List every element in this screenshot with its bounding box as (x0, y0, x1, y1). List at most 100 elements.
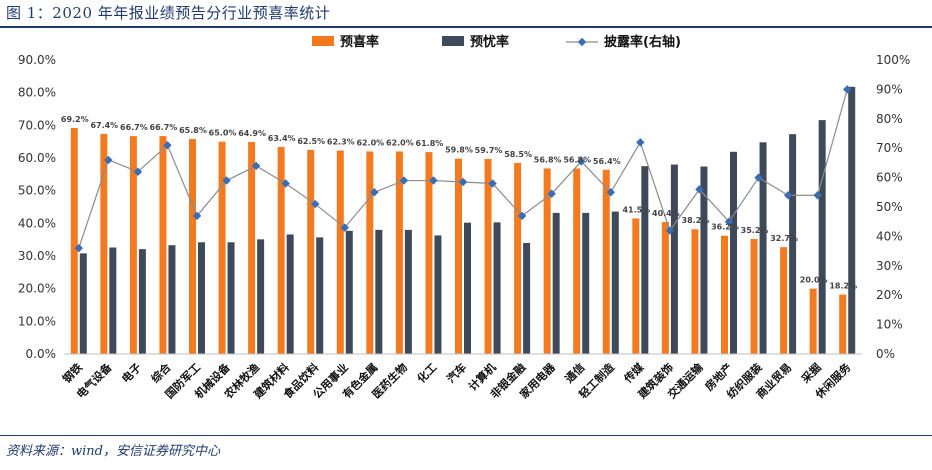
bar-optimistic (543, 168, 551, 354)
bar-optimistic (425, 152, 433, 354)
bar-optimistic (218, 141, 226, 354)
data-label: 18.2% (829, 282, 857, 291)
bar-optimistic (159, 136, 167, 354)
chart: 预喜率 预忧率 披露率(右轴) 0.0% 10.0% 20.0% 30.0% 40.0% 50… (18, 34, 910, 402)
data-label: 35.2% (741, 226, 769, 235)
data-label: 62.0% (386, 138, 414, 147)
bar-pessimistic (700, 166, 708, 354)
bar-pessimistic (227, 242, 235, 354)
x-tick-label: 汽车 (444, 360, 469, 385)
disclosure-point (251, 161, 261, 171)
data-label: 66.7% (150, 123, 178, 132)
x-tick-label: 电子 (119, 360, 144, 385)
bar-pessimistic (611, 211, 619, 354)
bar-pessimistic (730, 151, 737, 354)
bar-pessimistic (759, 142, 767, 354)
legend-label-pessimistic: 预忧率 (470, 34, 509, 50)
data-label: 59.7% (475, 146, 503, 155)
data-label: 59.8% (445, 146, 473, 155)
x-tick-label: 采掘 (798, 360, 824, 386)
disclosure-point (399, 176, 409, 185)
bar-optimistic (70, 127, 78, 355)
data-label: 64.9% (238, 129, 266, 138)
bar-optimistic (307, 149, 315, 354)
data-label: 67.4% (90, 121, 118, 130)
title-rule (0, 26, 932, 28)
bar-pessimistic (493, 222, 501, 354)
bar-pessimistic (168, 245, 176, 354)
disclosure-point (163, 141, 172, 150)
disclosure-point (636, 138, 645, 147)
disclosure-point (429, 176, 438, 185)
disclosure-point (222, 176, 231, 185)
y-left-tick-label: 80.0% (18, 86, 56, 100)
y-right-tick-label: 40% (876, 229, 903, 243)
y-right-tick-label: 70% (876, 141, 903, 155)
data-label: 38.2% (682, 216, 710, 225)
source-note: 资料来源：wind，安信证券研究中心 (6, 444, 220, 459)
data-label: 63.4% (268, 134, 296, 143)
data-label: 66.7% (120, 123, 148, 132)
figure-title: 图 1：2020 年年报业绩预告分行业预喜率统计 (6, 4, 331, 22)
disclosure-point (458, 177, 468, 187)
bar-pessimistic (789, 134, 797, 354)
legend-swatch-pessimistic (442, 36, 464, 46)
bar-optimistic (336, 150, 344, 354)
data-label: 62.3% (327, 137, 355, 146)
x-tick-label: 综合 (148, 360, 174, 386)
bar-pessimistic (109, 247, 117, 354)
bar-optimistic (455, 158, 462, 354)
x-tick-label: 通信 (562, 360, 587, 385)
disclosure-point (133, 167, 143, 176)
data-label: 20.0% (800, 276, 828, 285)
disclosure-line (74, 85, 852, 253)
bar-pessimistic (286, 234, 294, 354)
bar-pessimistic (257, 239, 265, 354)
bar-pessimistic (375, 229, 383, 354)
data-labels: 69.2%67.4% 66.7% 66.7% 65.8% 65.0% 64.9%63.4%… (61, 115, 857, 291)
y-right-tick-label: 30% (876, 259, 903, 273)
bar-pessimistic (582, 212, 590, 354)
disclosure-point (340, 223, 350, 232)
bar-optimistic (809, 288, 817, 354)
y-left-tick-label: 60.0% (18, 151, 56, 165)
bar-optimistic (484, 158, 492, 354)
bar-optimistic (514, 162, 522, 354)
bars (70, 86, 856, 355)
bar-optimistic (691, 229, 699, 354)
y-left-tick-label: 20.0% (18, 282, 56, 296)
source-rule (0, 435, 932, 436)
y-right-tick-label: 20% (876, 288, 903, 302)
disclosure-point (74, 243, 84, 253)
bar-pessimistic (818, 120, 826, 355)
data-label: 56.4% (593, 157, 621, 166)
legend-marker-disclosure (577, 37, 587, 47)
bar-optimistic (248, 141, 256, 354)
data-label: 36.2% (711, 223, 739, 232)
data-label: 62.0% (356, 138, 384, 147)
legend-label-optimistic: 预喜率 (340, 34, 379, 50)
y-right-tick-label: 80% (876, 112, 903, 126)
bar-optimistic (277, 146, 285, 354)
disclosure-point (310, 199, 320, 209)
y-left-tick-label: 30.0% (18, 249, 56, 263)
disclosure-point (370, 188, 379, 197)
bar-optimistic (780, 247, 788, 354)
bar-optimistic (721, 235, 728, 354)
y-right-tick-label: 60% (876, 171, 903, 185)
legend-label-disclosure: 披露率(右轴) (604, 34, 681, 50)
data-label: 32.7% (770, 234, 798, 243)
y-right-tick-label: 100% (876, 53, 910, 67)
legend-swatch-optimistic (312, 36, 334, 46)
bar-optimistic (395, 151, 403, 354)
data-label: 41.5% (622, 205, 650, 214)
bar-pessimistic (79, 253, 87, 354)
bar-pessimistic (670, 164, 678, 354)
y-left-tick-label: 40.0% (18, 216, 56, 230)
y-left-tick-label: 90.0% (18, 53, 56, 67)
bar-pessimistic (848, 86, 856, 354)
y-left-tick-label: 70.0% (18, 118, 56, 132)
bar-optimistic (573, 168, 581, 354)
data-label: 65.8% (179, 126, 207, 135)
legend: 预喜率 预忧率 披露率(右轴) (312, 34, 681, 50)
